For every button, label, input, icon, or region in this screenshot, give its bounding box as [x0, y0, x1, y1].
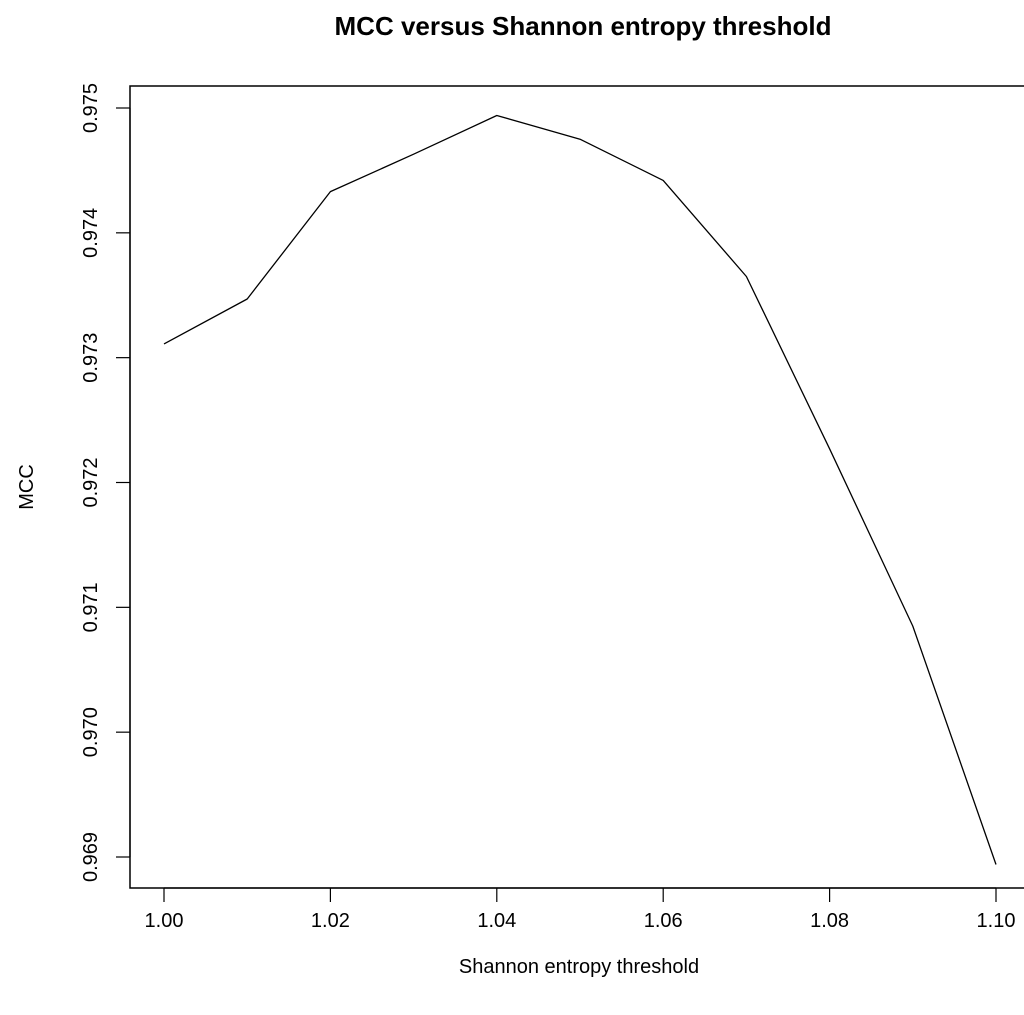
x-tick-label: 1.02	[311, 910, 350, 932]
y-axis-label: MCC	[16, 464, 38, 510]
x-tick-label: 1.08	[810, 910, 849, 932]
x-axis: 1.00 1.02 1.04 1.06 1.08 1.10	[145, 887, 1016, 932]
y-tick-label: 0.970	[80, 707, 102, 757]
y-tick-label: 0.972	[80, 457, 102, 507]
chart-title: MCC versus Shannon entropy threshold	[335, 11, 832, 41]
x-tick-label: 1.04	[477, 910, 516, 932]
x-axis-label: Shannon entropy threshold	[459, 956, 699, 978]
y-tick-label: 0.974	[80, 208, 102, 258]
x-tick-label: 1.00	[145, 910, 184, 932]
y-tick-label: 0.969	[80, 832, 102, 882]
y-tick-label: 0.975	[80, 83, 102, 133]
y-tick-label: 0.971	[80, 582, 102, 632]
y-tick-label: 0.973	[80, 333, 102, 383]
x-tick-label: 1.10	[977, 910, 1016, 932]
x-tick-label: 1.06	[644, 910, 683, 932]
series-line	[163, 114, 997, 865]
y-axis: 0.969 0.970 0.971 0.972 0.973 0.974 0.975	[80, 83, 131, 882]
series-layer	[163, 114, 997, 865]
plot-frame	[129, 85, 1024, 889]
